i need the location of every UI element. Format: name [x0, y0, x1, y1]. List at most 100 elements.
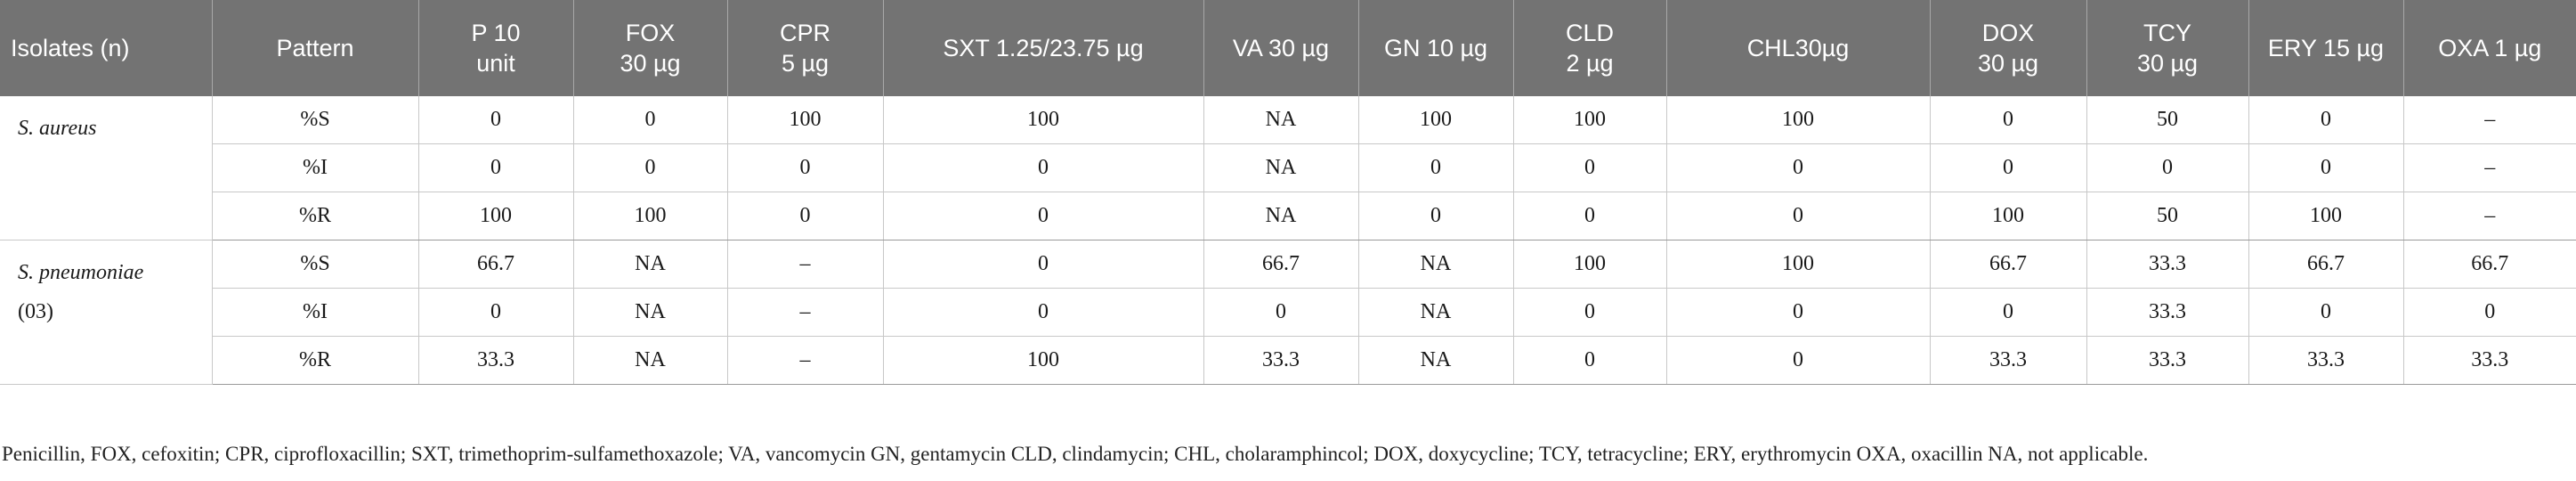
- value-cell: 0: [1357, 143, 1513, 192]
- value-cell: 0: [1512, 143, 1666, 192]
- value-cell: 0: [1929, 288, 2086, 337]
- value-cell: 0: [882, 192, 1203, 240]
- value-cell: 100: [1665, 240, 1930, 289]
- value-cell: 0: [1512, 192, 1666, 240]
- column-header-line: 30 µg: [1977, 50, 2039, 77]
- value-cell: 0: [726, 192, 883, 240]
- column-header-line: CHL30µg: [1746, 35, 1850, 61]
- value-cell: 66.7: [1929, 240, 2086, 289]
- column-header: GN 10 µg: [1357, 0, 1513, 96]
- value-cell: 0: [1665, 288, 1930, 337]
- column-header: TCY 30 µg: [2086, 0, 2248, 96]
- value-cell: 33.3: [2402, 336, 2576, 385]
- header-row: Isolates (n) Pattern P 10 unit FOX 30 µg CPR 5 …: [0, 0, 2576, 96]
- value-cell: 33.3: [2086, 240, 2248, 289]
- table-row: S. aureus %S 0 0 100 100 NA 100 100 100 0 50 0–: [0, 96, 2576, 240]
- value-cell: 0: [417, 96, 573, 144]
- column-header-line: 5 µg: [781, 50, 830, 77]
- antibiotic-susceptibility-table-container: Isolates (n) Pattern P 10 unit FOX 30 µg CPR 5 …: [0, 0, 2576, 385]
- column-header-line: ERY 15 µg: [2267, 35, 2385, 61]
- table-row: %I 0 0 0 0 NA 0 0 0 0 0 0–: [0, 143, 2576, 192]
- value-cell: NA: [572, 288, 727, 337]
- value-cell: 33.3: [1203, 336, 1358, 385]
- value-cell: 0: [2248, 288, 2403, 337]
- isolate-cell: S. pneumoniae (03): [0, 240, 213, 385]
- value-cell: 33.3: [2248, 336, 2403, 385]
- value-cell: 0: [1203, 288, 1358, 337]
- value-cell: 66.7: [2248, 240, 2403, 289]
- column-header-line: CLD: [1565, 20, 1614, 46]
- value-cell: 100: [726, 96, 883, 144]
- value-cell: 0: [2086, 143, 2248, 192]
- value-cell: –: [726, 240, 883, 289]
- value-cell: 66.7: [1203, 240, 1358, 289]
- column-header: Pattern: [211, 0, 418, 96]
- value-cell: 0: [1665, 143, 1930, 192]
- value-cell: NA: [572, 240, 727, 289]
- value-cell: 0: [1512, 288, 1666, 337]
- column-header-line: 30 µg: [620, 50, 681, 77]
- value-cell: 0: [726, 143, 883, 192]
- value-cell: NA: [572, 336, 727, 385]
- column-header-line: OXA 1 µg: [2438, 35, 2542, 61]
- value-cell: 0: [2248, 143, 2403, 192]
- value-cell: 33.3: [417, 336, 573, 385]
- isolate-count: (03): [18, 300, 53, 323]
- value-cell: 50: [2086, 192, 2248, 240]
- value-cell: –: [726, 288, 883, 337]
- value-cell: 100: [2248, 192, 2403, 240]
- column-header-line: VA 30 µg: [1232, 35, 1330, 61]
- value-cell: NA: [1357, 240, 1513, 289]
- value-cell: 0: [572, 96, 727, 144]
- column-header: SXT 1.25/23.75 µg: [882, 0, 1203, 96]
- isolate-name: S. pneumoniae: [18, 261, 144, 284]
- pattern-cell: %R: [211, 192, 418, 240]
- column-header-line: P 10: [471, 20, 521, 46]
- pattern-cell: %R: [211, 336, 418, 385]
- value-cell: NA: [1357, 288, 1513, 337]
- isolate-cell: S. aureus: [0, 96, 213, 240]
- table-footnote: Penicillin, FOX, cefoxitin; CPR, ciprofl…: [2, 443, 2149, 465]
- column-header: DOX 30 µg: [1929, 0, 2086, 96]
- value-cell: –: [726, 336, 883, 385]
- value-cell: 66.7: [2402, 240, 2576, 289]
- value-cell: 100: [1357, 96, 1513, 144]
- value-cell: NA: [1203, 96, 1358, 144]
- column-header-line: DOX: [1981, 20, 2035, 46]
- value-cell: NA: [1203, 143, 1358, 192]
- value-cell: 0: [2402, 288, 2576, 337]
- value-cell: 100: [882, 96, 1203, 144]
- pattern-cell: %I: [211, 288, 418, 337]
- value-cell: NA: [1203, 192, 1358, 240]
- value-cell: 100: [882, 336, 1203, 385]
- column-header: VA 30 µg: [1203, 0, 1358, 96]
- column-header: FOX 30 µg: [572, 0, 727, 96]
- pattern-cell: %S: [211, 240, 418, 289]
- value-cell: 100: [1512, 96, 1666, 144]
- table-row: %R 100 100 0 0 NA 0 0 0 100 50 100–: [0, 192, 2576, 240]
- column-header: CHL30µg: [1665, 0, 1930, 96]
- column-header: CLD 2 µg: [1512, 0, 1666, 96]
- value-cell: 0: [417, 143, 573, 192]
- value-cell: 0: [1512, 336, 1666, 385]
- table-row: S. pneumoniae (03) %S 66.7 NA –0 66.7 NA 100 100 6…: [0, 240, 2576, 385]
- value-cell: 0: [1665, 336, 1930, 385]
- isolate-name: S. aureus: [18, 117, 97, 140]
- column-header-line: unit: [476, 50, 515, 77]
- column-header-line: 2 µg: [1566, 50, 1614, 77]
- column-header: CPR 5 µg: [726, 0, 883, 96]
- value-cell: 0: [2248, 96, 2403, 144]
- value-cell: 0: [882, 288, 1203, 337]
- table-body: S. aureus %S 0 0 100 100 NA 100 100 100 0 50 0– %I 0 0 0…: [0, 96, 2576, 385]
- value-cell: 100: [572, 192, 727, 240]
- column-header-line: Isolates (n): [11, 35, 130, 61]
- antibiotic-susceptibility-table: Isolates (n) Pattern P 10 unit FOX 30 µg CPR 5 …: [0, 0, 2576, 385]
- table-row: %I 0 NA –0 0 NA 0 0 0 33.3 0 0: [0, 288, 2576, 337]
- value-cell: NA: [1357, 336, 1513, 385]
- value-cell: 0: [882, 240, 1203, 289]
- column-header: ERY 15 µg: [2248, 0, 2403, 96]
- value-cell: 0: [1665, 192, 1930, 240]
- value-cell: 0: [882, 143, 1203, 192]
- column-header: OXA 1 µg: [2402, 0, 2576, 96]
- value-cell: –: [2402, 192, 2576, 240]
